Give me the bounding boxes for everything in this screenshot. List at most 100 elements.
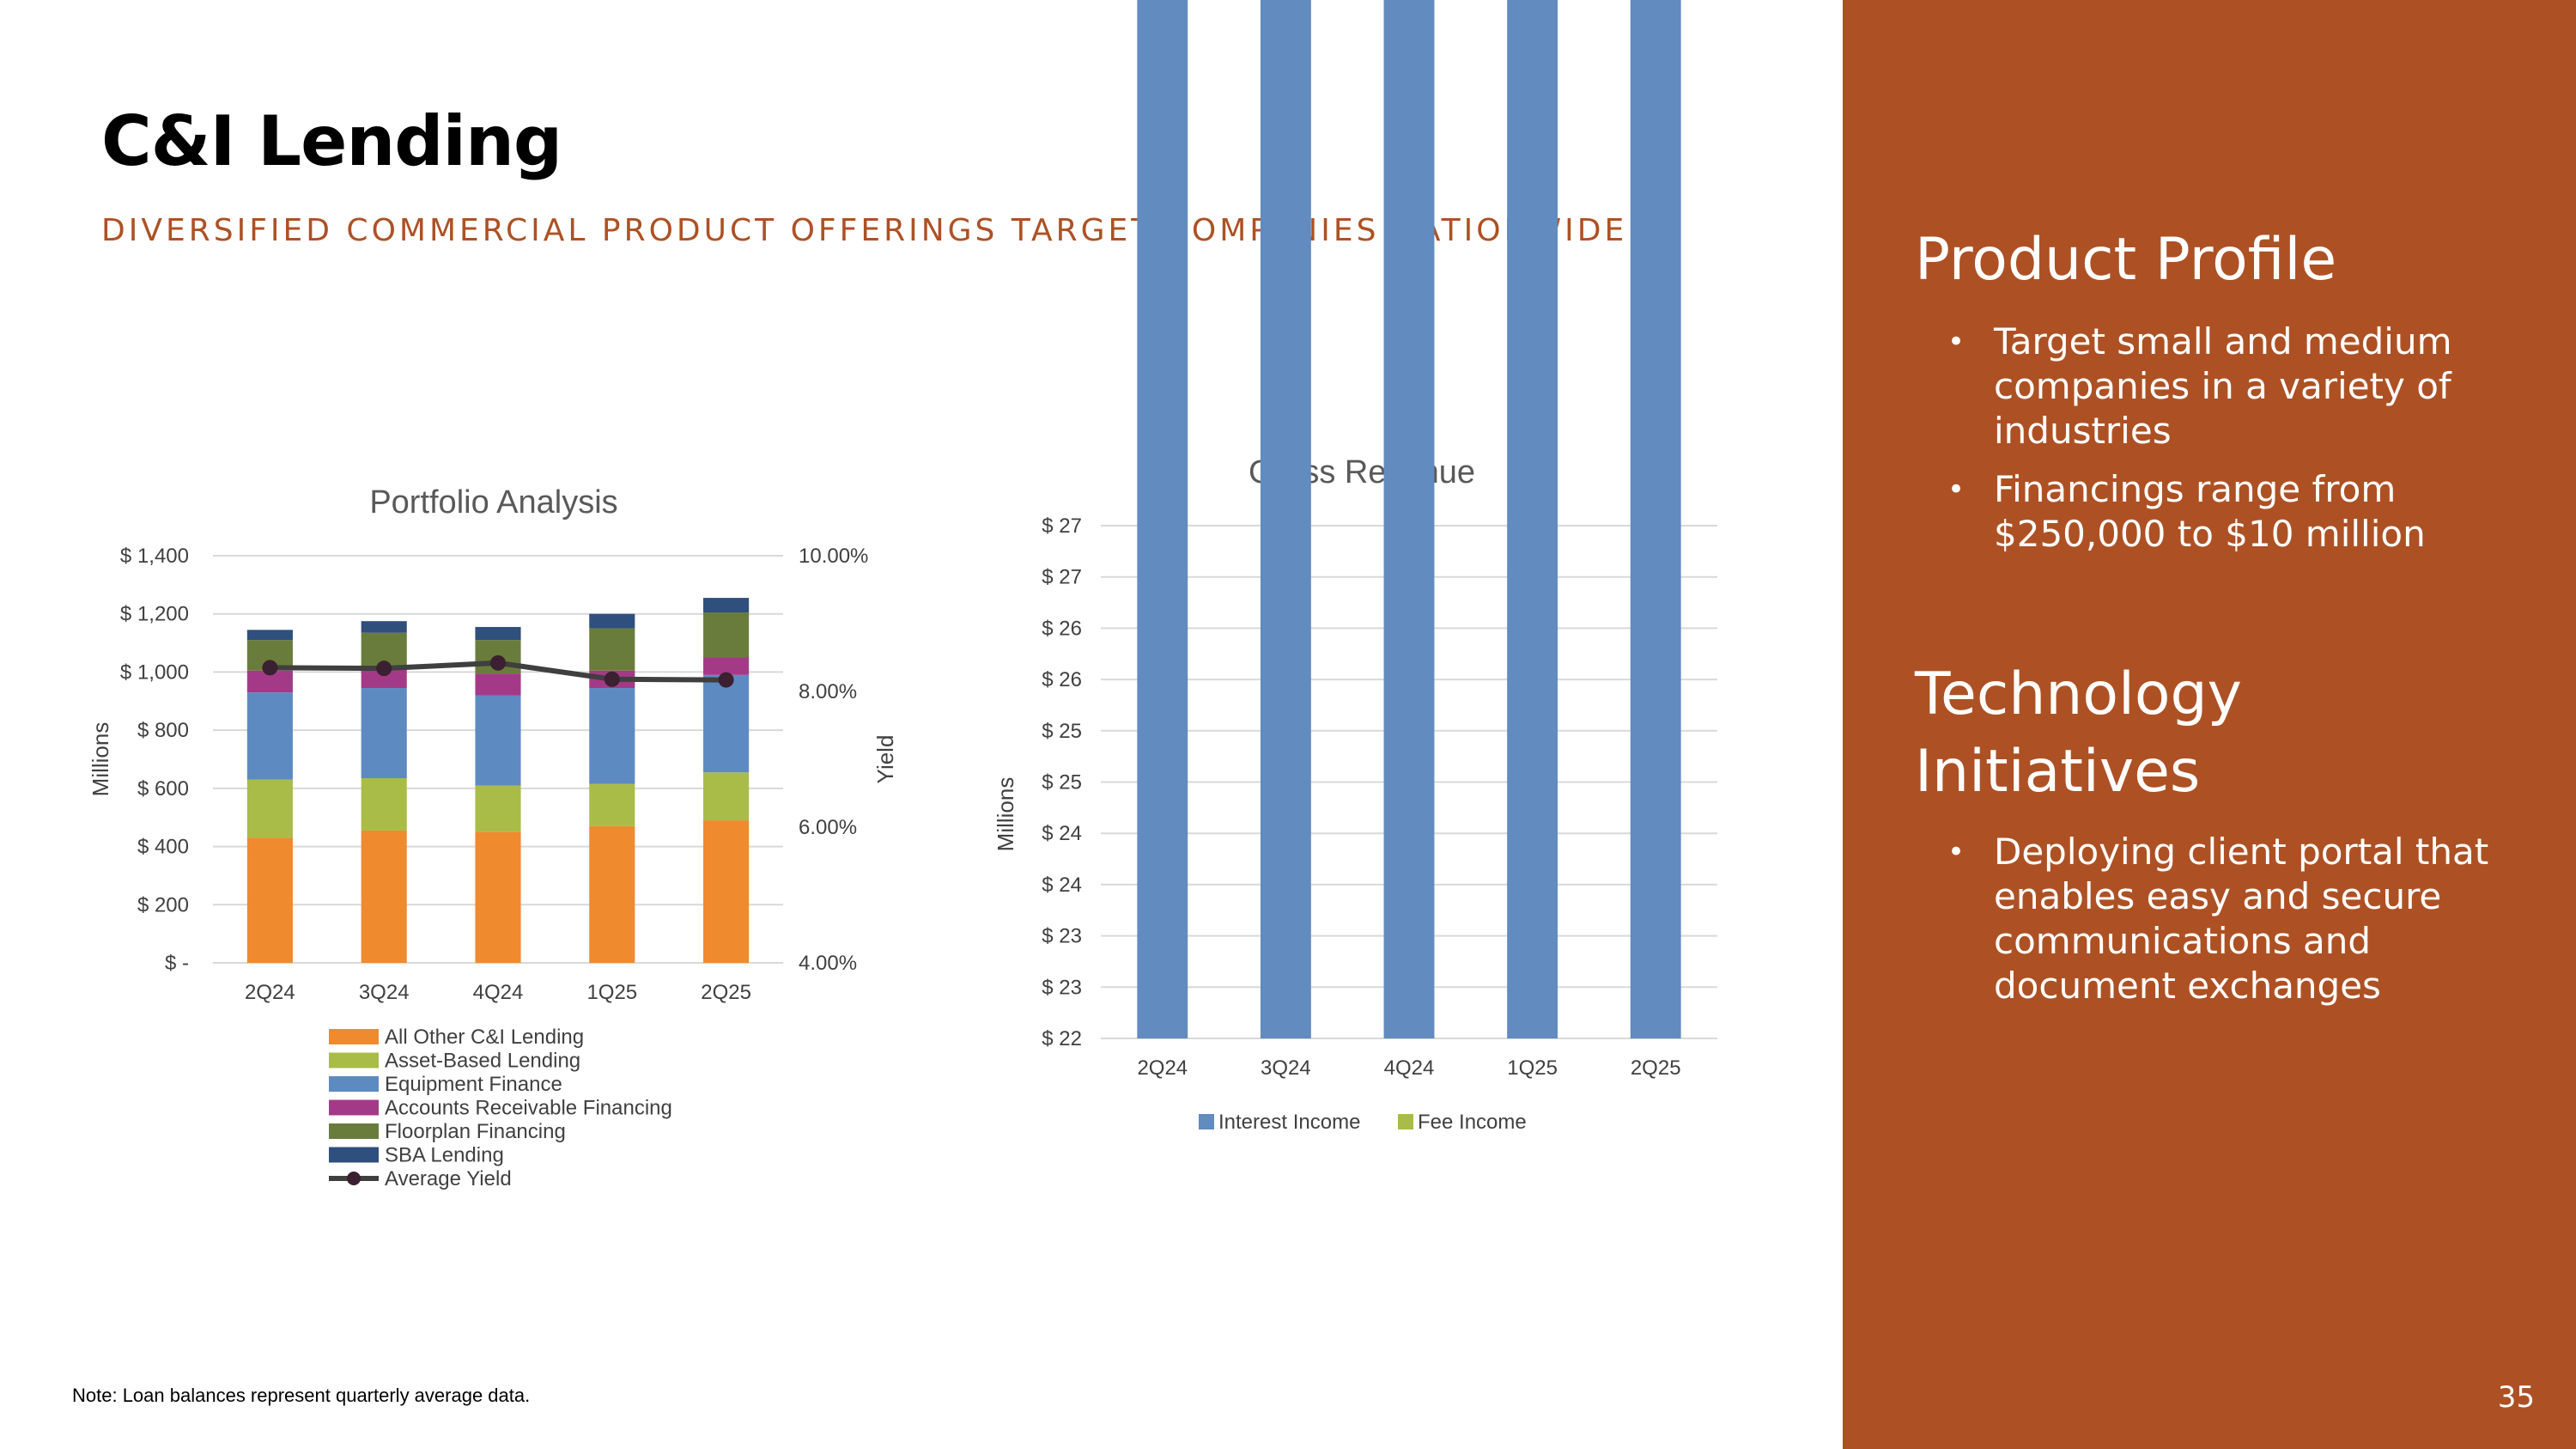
page-subtitle: DIVERSIFIED COMMERCIAL PRODUCT OFFERINGS…: [101, 213, 1628, 248]
bar-floorplan-financing: [703, 612, 750, 658]
bar-sba-lending: [475, 626, 521, 641]
technology-heading-line2: Initiatives: [1915, 738, 2201, 806]
y-tick-label: $ 24: [1042, 822, 1082, 845]
legend-swatch-asset-based-lending: [329, 1052, 379, 1068]
y-axis-label: Millions: [88, 722, 113, 797]
bar-sba-lending: [703, 598, 750, 613]
bar-all-other-c-i-lending: [361, 830, 407, 963]
page-number: 35: [2497, 1380, 2535, 1415]
bar-asset-based-lending: [246, 779, 293, 838]
y-tick-label: $ 26: [1042, 668, 1082, 691]
bar-asset-based-lending: [361, 778, 407, 831]
y-axis-label: Millions: [993, 777, 1018, 852]
bar-interest-income: [1137, 0, 1188, 1038]
yield-point: [376, 661, 392, 677]
x-tick-label: 4Q24: [473, 981, 524, 1004]
x-tick-label: 2Q24: [245, 981, 295, 1004]
x-tick-label: 1Q25: [586, 981, 637, 1004]
bar-floorplan-financing: [589, 628, 635, 671]
x-tick-label: 2Q25: [1631, 1056, 1681, 1080]
legend-swatch-sba-lending: [329, 1147, 379, 1163]
yield-point: [604, 671, 620, 687]
y-tick-label: $ 200: [137, 893, 189, 916]
x-tick-label: 2Q25: [701, 981, 751, 1004]
list-item: Target small and medium companies in a v…: [1915, 320, 2516, 454]
technology-heading: Technology Initiatives: [1915, 656, 2242, 811]
legend-label: Accounts Receivable Financing: [385, 1097, 672, 1120]
x-tick-label: 3Q24: [359, 981, 410, 1004]
y-tick-label: $ 1,200: [120, 603, 189, 626]
legend-label: Floorplan Financing: [385, 1120, 566, 1143]
y2-tick-label: 10.00%: [799, 545, 868, 568]
bar-accounts-receivable-financing: [703, 657, 750, 675]
y-tick-label: $ 23: [1042, 925, 1082, 948]
y-tick-label: $ 600: [137, 777, 189, 801]
y2-axis-label: Yield: [872, 735, 898, 784]
yield-point: [262, 660, 278, 676]
y-tick-label: $ 800: [137, 719, 189, 742]
bar-equipment-finance: [475, 695, 521, 786]
bar-asset-based-lending: [589, 783, 635, 826]
side-panel: Product Profile Target small and medium …: [1843, 0, 2576, 1449]
y-tick-label: $ 1,400: [120, 545, 189, 568]
product-profile-heading: Product Profile: [1915, 226, 2337, 294]
bar-all-other-c-i-lending: [589, 825, 635, 963]
y-tick-label: $ 27: [1042, 566, 1082, 589]
legend-swatch-accounts-receivable-financing: [329, 1099, 379, 1116]
chart-title: Portfolio Analysis: [369, 484, 617, 521]
legend-swatch-interest-income: [1199, 1114, 1214, 1129]
bar-sba-lending: [589, 613, 635, 629]
yield-point: [718, 672, 734, 688]
bar-interest-income: [1630, 0, 1681, 1038]
legend-label: Average Yield: [385, 1167, 512, 1190]
x-tick-label: 2Q24: [1137, 1056, 1188, 1080]
legend-swatch-equipment-finance: [329, 1076, 379, 1092]
y-tick-label: $ 27: [1042, 514, 1082, 538]
bar-asset-based-lending: [703, 772, 750, 821]
legend-label: Equipment Finance: [385, 1073, 562, 1096]
technology-heading-line1: Technology: [1915, 661, 2242, 728]
y-tick-label: $ 24: [1042, 874, 1082, 897]
bar-sba-lending: [361, 621, 407, 633]
y2-tick-label: 8.00%: [799, 680, 857, 703]
legend-label: Interest Income: [1218, 1111, 1360, 1134]
gross-revenue-chart: Gross Revenue$ 22$ 23$ 23$ 24$ 24$ 25$ 2…: [993, 0, 1717, 1134]
legend-swatch-all-other-c-i-lending: [329, 1029, 379, 1044]
list-item: Financings range from $250,000 to $10 mi…: [1915, 467, 2516, 557]
y-tick-label: $ 26: [1042, 617, 1082, 640]
y-tick-label: $ 22: [1042, 1027, 1082, 1050]
y-tick-label: $ 1,000: [120, 661, 189, 684]
bar-interest-income: [1507, 0, 1558, 1039]
bar-sba-lending: [246, 630, 293, 641]
bar-equipment-finance: [361, 688, 407, 779]
x-tick-label: 3Q24: [1261, 1056, 1311, 1080]
bar-equipment-finance: [589, 688, 635, 784]
legend-label: SBA Lending: [385, 1144, 504, 1167]
y-tick-label: $ 23: [1042, 976, 1082, 999]
bar-equipment-finance: [703, 674, 750, 773]
bar-interest-income: [1260, 0, 1311, 1039]
bar-interest-income: [1383, 0, 1435, 1038]
y2-tick-label: 4.00%: [799, 952, 857, 975]
product-profile-list: Target small and medium companies in a v…: [1915, 320, 2516, 570]
y-tick-label: $ 400: [137, 836, 189, 859]
bar-all-other-c-i-lending: [703, 820, 750, 963]
bar-accounts-receivable-financing: [475, 673, 521, 696]
legend-swatch-fee-income: [1398, 1114, 1413, 1129]
yield-point: [490, 654, 506, 671]
x-tick-label: 1Q25: [1507, 1056, 1558, 1080]
legend-marker-average-yield: [347, 1172, 361, 1185]
footnote: Note: Loan balances represent quarterly …: [72, 1385, 531, 1406]
legend-label: Fee Income: [1418, 1111, 1527, 1134]
bar-equipment-finance: [246, 692, 293, 780]
x-tick-label: 4Q24: [1384, 1056, 1435, 1080]
y-tick-label: $ 25: [1042, 771, 1082, 795]
y2-tick-label: 6.00%: [799, 816, 857, 839]
legend-label: Asset-Based Lending: [385, 1050, 580, 1073]
bar-all-other-c-i-lending: [246, 837, 293, 963]
bar-asset-based-lending: [475, 785, 521, 832]
y-tick-label: $ 25: [1042, 720, 1082, 743]
list-item: Deploying client portal that enables eas…: [1915, 830, 2516, 1008]
page-title: C&I Lending: [101, 101, 562, 181]
y-tick-label: $ -: [165, 952, 189, 975]
